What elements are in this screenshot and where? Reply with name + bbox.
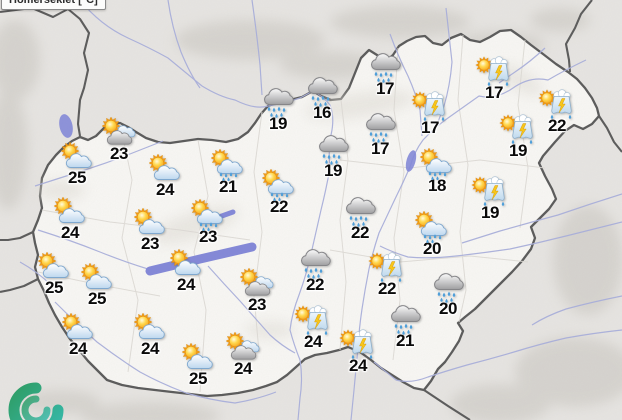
- legend-label: Hőmérséklet [°C]: [9, 0, 98, 6]
- legend-box: Hőmérséklet [°C]: [1, 0, 106, 10]
- met-service-logo-icon: [8, 382, 64, 420]
